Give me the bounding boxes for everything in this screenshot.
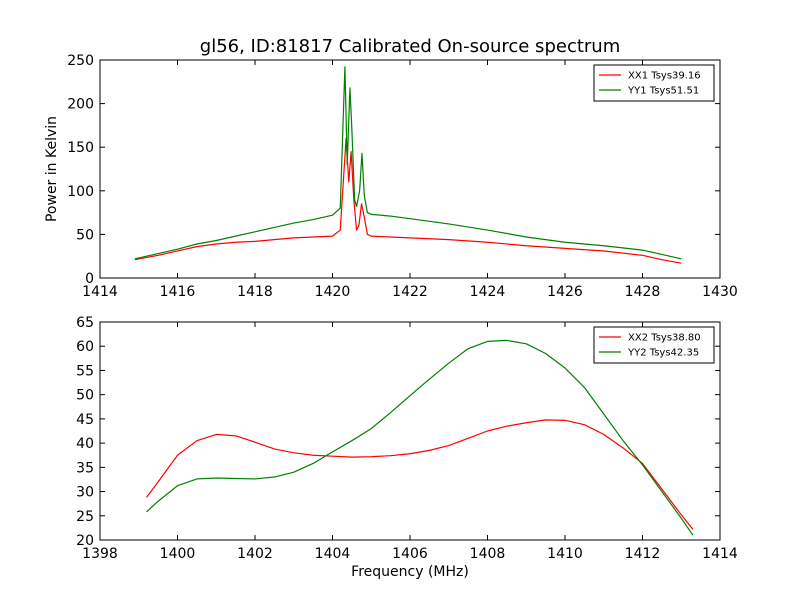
y-tick-label: 45 [76,412,94,428]
y-tick-label: 30 [76,485,94,501]
series-line-2 [134,66,682,260]
y-tick-label: 250 [67,53,94,69]
legend-entry: XX2 Tsys38.80 [628,333,701,344]
x-tick-label: 1412 [625,546,661,562]
x-tick-label: 1406 [392,546,428,562]
y-axis-label: Power in Kelvin [44,116,60,222]
y-tick-label: 0 [85,271,94,287]
bottom-panel: 1398 1400 1402 1404 1406 1408 1410 1412 1414 20 25… [76,315,738,580]
y-tick-label: 40 [76,436,94,452]
x-tick-label: 1402 [237,546,273,562]
series-line-1 [134,137,682,264]
y-tick-label: 200 [67,97,94,113]
x-tick-label: 1428 [625,284,661,300]
y-tick-label: 55 [76,363,94,379]
series-line-2 [146,339,694,536]
x-tick-label: 1400 [160,546,196,562]
legend-entry: YY1 Tsys51.51 [627,86,699,97]
x-tick-label: 1410 [547,546,583,562]
y-tick-label: 50 [76,388,94,404]
x-tick-label: 1418 [237,284,273,300]
y-tick-label: 100 [67,184,94,200]
x-tick-label: 1408 [470,546,506,562]
legend-box [593,64,715,102]
y-tick-label: 35 [76,460,94,476]
x-tick-label: 1424 [470,284,506,300]
y-tick-label: 65 [76,315,94,331]
x-tick-label: 1414 [702,546,738,562]
legend-entry: XX1 Tsys39.16 [628,71,701,82]
x-tick-label: 1414 [82,284,118,300]
y-tick-label: 25 [76,509,94,525]
legend-box [593,326,715,364]
figure-title: gl56, ID:81817 Calibrated On-source spec… [200,36,620,57]
y-tick-label: 150 [67,140,94,156]
x-tick-label: 1416 [160,284,196,300]
y-tick-label: 20 [76,533,94,549]
x-tick-label: 1404 [315,546,351,562]
y-tick-label: 50 [76,227,94,243]
x-tick-label: 1398 [82,546,118,562]
legend-entry: YY2 Tsys42.35 [627,348,699,359]
x-tick-label: 1426 [547,284,583,300]
y-tick-label: 60 [76,339,94,355]
x-tick-label: 1422 [392,284,428,300]
legend: XX1 Tsys39.16 YY1 Tsys51.51 [593,64,715,102]
x-tick-label: 1430 [702,284,738,300]
series-line-1 [146,419,694,530]
x-axis-label: Frequency (MHz) [351,564,469,580]
top-panel: 1414 1416 1418 1420 1422 1424 1426 1428 1430 0 50 1… [44,53,738,300]
x-tick-label: 1420 [315,284,351,300]
legend: XX2 Tsys38.80 YY2 Tsys42.35 [593,326,715,364]
